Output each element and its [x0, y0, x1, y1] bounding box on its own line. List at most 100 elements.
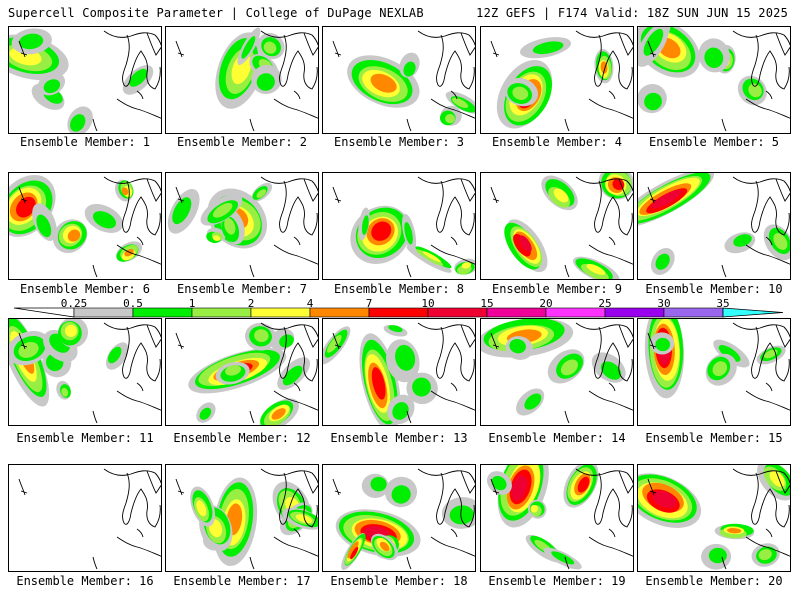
coastline-outline: [436, 472, 475, 528]
scale-tick-label: 0.5: [123, 297, 143, 310]
coastline-outline: [293, 90, 301, 100]
scp-contour-level-1: [361, 215, 369, 235]
coastline-outline: [303, 324, 318, 348]
scp-contour-level-1: [655, 337, 671, 352]
coastline-outline: [122, 34, 161, 90]
coastline-outline: [775, 470, 790, 494]
scp-field-map: [175, 322, 318, 425]
coastline-outline: [436, 34, 475, 90]
scp-contour-level-2: [445, 113, 456, 124]
coastline-outline: [647, 40, 657, 58]
scp-field-map: [175, 468, 318, 570]
coastline-outline: [647, 186, 657, 204]
coastline-outline: [303, 470, 318, 494]
ensemble-map-panel: [637, 318, 791, 426]
coastline-outline: [751, 34, 790, 90]
coastline-outline: [116, 98, 161, 119]
scp-field-map: [9, 28, 161, 133]
scp-contour-level-2: [712, 361, 728, 377]
coastline-outline: [732, 468, 790, 485]
scale-tick-label: 25: [598, 297, 612, 310]
scp-contour-level-6: [518, 235, 532, 252]
scp-contour-level-2: [224, 218, 236, 235]
coastline-outline: [765, 90, 773, 100]
coastline-outline: [273, 536, 318, 557]
coastline-outline: [436, 326, 475, 382]
scale-swatch-25: [604, 307, 665, 318]
coastline-outline: [122, 180, 161, 236]
ensemble-map-panel: [322, 26, 476, 134]
coastline-outline: [103, 468, 161, 485]
ensemble-map-panel: [322, 172, 476, 280]
coastline-outline: [575, 30, 633, 47]
scale-tick-label: 20: [539, 297, 553, 310]
scp-contour-level-3: [553, 188, 569, 203]
coastline-outline: [450, 90, 458, 100]
coastline-outline: [293, 382, 301, 392]
ensemble-member-label: Ensemble Member: 14: [488, 431, 626, 445]
scale-tick-label: 2: [247, 297, 255, 310]
coastline-outline: [608, 528, 616, 538]
scp-contour-level-1: [524, 393, 542, 410]
scp-contour-level-1: [388, 325, 403, 333]
scp-field-map: [490, 30, 633, 132]
coastline-outline: [332, 186, 342, 204]
scale-swatch-7: [368, 307, 429, 318]
coastline-outline: [136, 236, 144, 246]
scp-contour-level-4: [271, 408, 286, 420]
coastline-outline: [588, 536, 633, 557]
coastline-outline: [116, 536, 161, 557]
coastline-outline: [450, 236, 458, 246]
coastline-outline: [279, 180, 318, 236]
scale-right-arrow: [722, 307, 784, 318]
coastline-outline: [721, 264, 727, 278]
scale-swatch-15: [486, 307, 547, 318]
scp-contour-level-3: [530, 505, 538, 513]
ensemble-member-label: Ensemble Member: 16: [16, 574, 154, 588]
scp-contour-level-1: [70, 114, 86, 132]
coastline-outline: [406, 410, 412, 424]
scp-contour-level-2: [254, 329, 269, 343]
coastline-outline: [175, 40, 185, 58]
coastline-outline: [260, 322, 318, 339]
ensemble-member-label: Ensemble Member: 1: [19, 135, 151, 149]
coastline-outline: [103, 322, 161, 339]
coastline-outline: [588, 98, 633, 119]
coastline-outline: [18, 40, 28, 58]
scp-contour-level-5: [16, 196, 36, 218]
ensemble-map-panel: [322, 318, 476, 426]
coastline-outline: [430, 98, 475, 119]
coastline-outline: [92, 556, 98, 570]
coastline-outline: [430, 244, 475, 265]
coastline-outline: [564, 264, 570, 278]
scp-field-map: [9, 174, 161, 278]
coastline-outline: [575, 468, 633, 485]
coastline-outline: [594, 472, 633, 528]
coastline-outline: [249, 118, 255, 132]
ensemble-member-label: Ensemble Member: 5: [648, 135, 780, 149]
coastline-outline: [430, 390, 475, 411]
coastline-outline: [122, 326, 161, 382]
coastline-outline: [775, 32, 790, 56]
scp-contour-level-1: [199, 407, 212, 420]
color-scale-bar: [13, 307, 784, 318]
scp-contour-level-1: [256, 73, 275, 91]
ensemble-member-label: Ensemble Member: 12: [173, 431, 311, 445]
scp-contour-level-1: [532, 41, 564, 55]
scp-contour-level-1: [403, 61, 416, 77]
ensemble-member-label: Ensemble Member: 15: [645, 431, 783, 445]
coastline-outline: [751, 326, 790, 382]
ensemble-member-label: Ensemble Member: 9: [491, 282, 623, 296]
scp-contour-level-6: [652, 490, 677, 509]
scp-contour-level-1: [107, 346, 122, 364]
scp-contour-level-2: [560, 359, 578, 376]
scp-contour-level-5: [350, 546, 359, 560]
coastline-outline: [594, 326, 633, 382]
scp-contour-level-1: [733, 234, 752, 247]
ensemble-map-panel: [480, 172, 634, 280]
coastline-outline: [417, 176, 475, 193]
coastline-outline: [260, 30, 318, 47]
coastline-outline: [417, 322, 475, 339]
scp-contour-level-6: [651, 189, 682, 209]
scp-contour-level-2: [773, 233, 788, 250]
